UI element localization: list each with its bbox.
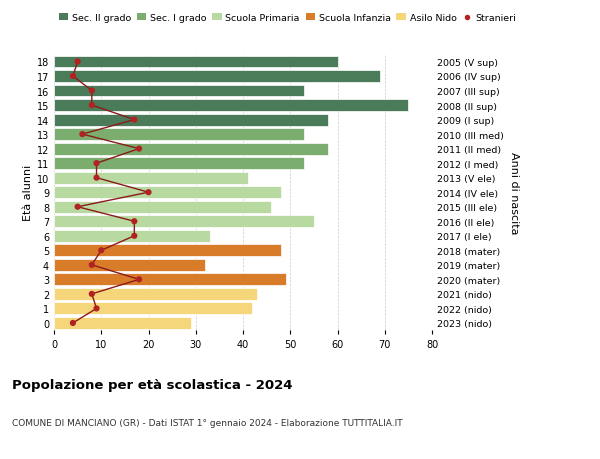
- Bar: [54, 288, 257, 300]
- Point: [134, 146, 144, 153]
- Bar: [54, 114, 328, 126]
- Bar: [54, 85, 304, 97]
- Bar: [54, 143, 328, 155]
- Point: [68, 319, 78, 327]
- Bar: [54, 317, 191, 329]
- Bar: [54, 202, 271, 213]
- Y-axis label: Età alunni: Età alunni: [23, 165, 32, 221]
- Bar: [54, 245, 281, 257]
- Point: [130, 117, 139, 124]
- Point: [87, 262, 97, 269]
- Point: [68, 73, 78, 80]
- Bar: [54, 129, 304, 141]
- Bar: [54, 274, 286, 285]
- Bar: [54, 56, 338, 68]
- Text: COMUNE DI MANCIANO (GR) - Dati ISTAT 1° gennaio 2024 - Elaborazione TUTTITALIA.I: COMUNE DI MANCIANO (GR) - Dati ISTAT 1° …: [12, 418, 403, 427]
- Point: [87, 102, 97, 110]
- Y-axis label: Anni di nascita: Anni di nascita: [509, 151, 519, 234]
- Bar: [54, 230, 210, 242]
- Point: [87, 88, 97, 95]
- Bar: [54, 172, 248, 184]
- Bar: [54, 259, 205, 271]
- Point: [92, 174, 101, 182]
- Point: [134, 276, 144, 283]
- Point: [144, 189, 154, 196]
- Point: [92, 160, 101, 168]
- Bar: [54, 100, 409, 112]
- Legend: Sec. II grado, Sec. I grado, Scuola Primaria, Scuola Infanzia, Asilo Nido, Stran: Sec. II grado, Sec. I grado, Scuola Prim…: [55, 10, 520, 27]
- Bar: [54, 158, 304, 170]
- Point: [97, 247, 106, 254]
- Bar: [54, 216, 314, 228]
- Bar: [54, 71, 380, 83]
- Point: [130, 218, 139, 225]
- Point: [87, 291, 97, 298]
- Point: [130, 233, 139, 240]
- Bar: [54, 303, 253, 315]
- Text: Popolazione per età scolastica - 2024: Popolazione per età scolastica - 2024: [12, 379, 293, 392]
- Point: [77, 131, 87, 139]
- Point: [73, 204, 82, 211]
- Point: [73, 59, 82, 66]
- Point: [92, 305, 101, 313]
- Bar: [54, 187, 281, 199]
